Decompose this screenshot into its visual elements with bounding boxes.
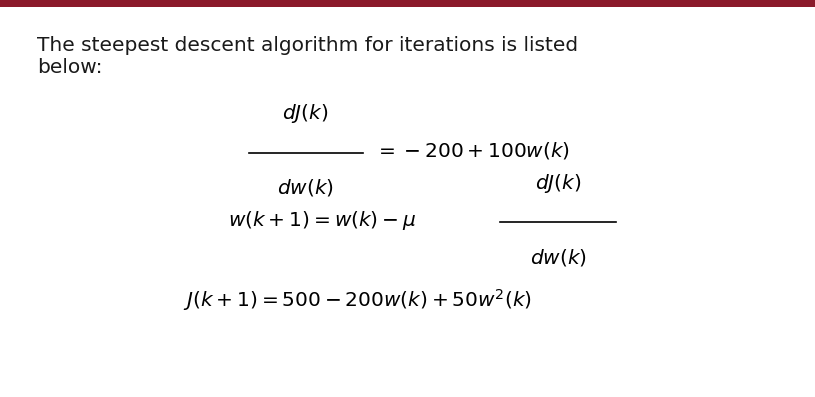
Bar [0, 0, 815, 7]
Text: $dw(k)$: $dw(k)$ [530, 247, 587, 268]
Text: $J(k + 1) = 500 - 200w(k) + 50w^2(k)$: $J(k + 1) = 500 - 200w(k) + 50w^2(k)$ [183, 287, 532, 313]
Text: $= -200 + 100w(k)$: $= -200 + 100w(k)$ [375, 141, 570, 161]
Text: $dJ(k)$: $dJ(k)$ [535, 172, 581, 195]
Text: $w(k + 1) = w(k) - \mu$: $w(k + 1) = w(k) - \mu$ [228, 209, 416, 232]
Text: $dJ(k)$: $dJ(k)$ [283, 102, 328, 125]
Text: The steepest descent algorithm for iterations is listed
below:: The steepest descent algorithm for itera… [37, 36, 578, 77]
Text: $dw(k)$: $dw(k)$ [277, 177, 334, 198]
